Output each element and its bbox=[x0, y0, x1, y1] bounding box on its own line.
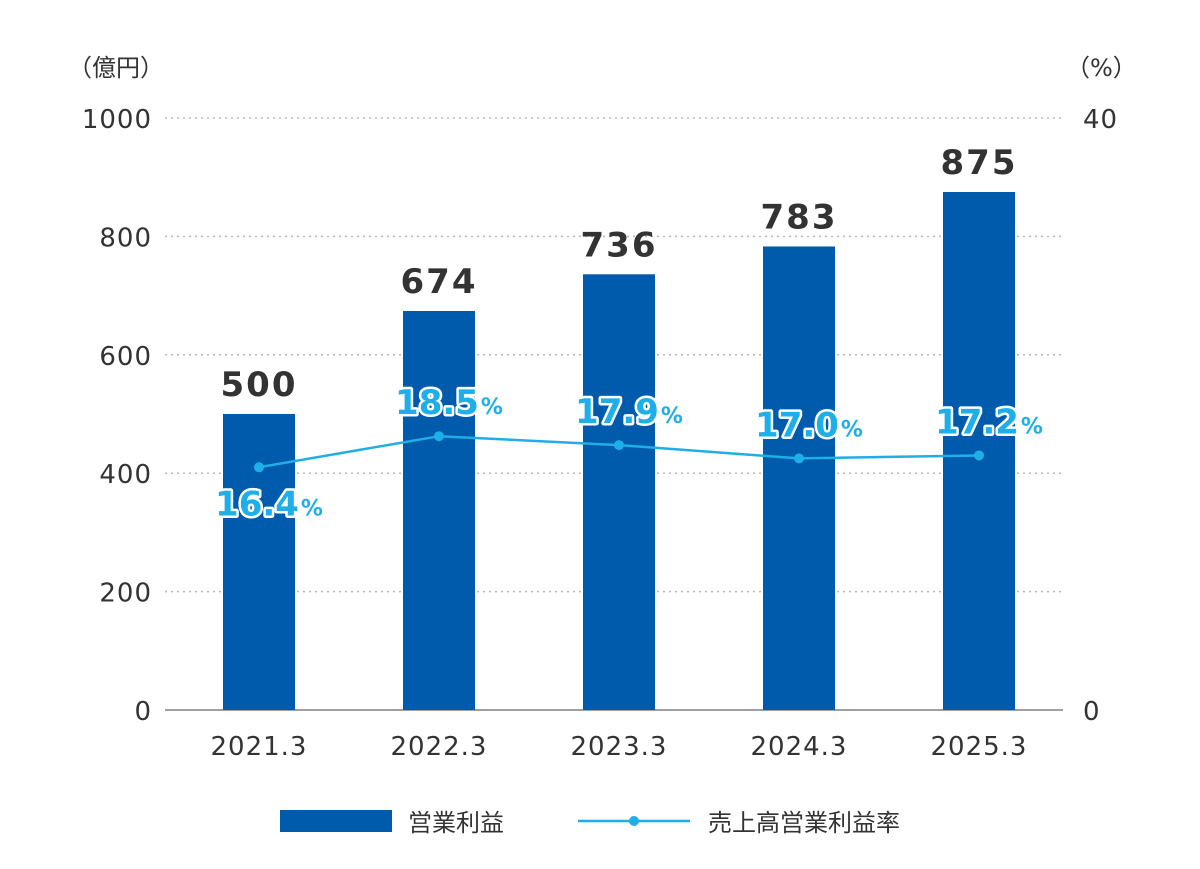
y-right-unit: （%） bbox=[1066, 54, 1137, 82]
legend: 営業利益 売上高営業利益率 bbox=[280, 809, 900, 837]
rate-value-suffix: % bbox=[841, 417, 863, 442]
rate-line bbox=[254, 431, 984, 473]
rate-value-label: 18.5% bbox=[395, 383, 503, 423]
y-left-tick-label: 200 bbox=[99, 579, 152, 609]
x-tick-label: 2025.3 bbox=[931, 732, 1028, 762]
rate-value-number: 17.0 bbox=[755, 405, 839, 445]
axes: （億円） （%） 0 200 400 600 800 1000 0 40 2021.3 2022.3 2… bbox=[68, 54, 1137, 762]
x-tick-label: 2022.3 bbox=[391, 732, 488, 762]
legend-line-label: 売上高営業利益率 bbox=[708, 809, 900, 837]
bar-2022.3 bbox=[403, 310, 475, 710]
bar-value-labels: 500 674 736 783 875 bbox=[221, 143, 1018, 405]
bar-value-label: 875 bbox=[941, 143, 1018, 183]
rate-value-suffix: % bbox=[661, 404, 683, 429]
bar-value-label: 500 bbox=[221, 365, 298, 405]
rate-point bbox=[614, 440, 624, 451]
rate-value-number: 18.5 bbox=[395, 383, 479, 423]
rate-value-number: 16.4 bbox=[215, 484, 299, 524]
bars bbox=[223, 192, 1015, 711]
rate-value-suffix: % bbox=[1021, 414, 1043, 439]
y-right-tick-label: 40 bbox=[1083, 105, 1118, 135]
y-left-unit: （億円） bbox=[68, 54, 164, 82]
bar-2021.3 bbox=[223, 414, 295, 710]
bar-value-label: 736 bbox=[581, 225, 658, 265]
rate-value-label: 16.4% bbox=[215, 484, 323, 524]
rate-point bbox=[974, 450, 984, 461]
rate-value-number: 17.9 bbox=[575, 392, 659, 432]
bar-value-label: 783 bbox=[761, 197, 838, 237]
rate-value-label: 17.2% bbox=[935, 402, 1043, 442]
legend-bar-label: 営業利益 bbox=[408, 809, 504, 837]
rate-value-label: 17.9% bbox=[575, 392, 683, 432]
y-left-tick-label: 0 bbox=[134, 697, 152, 727]
rate-value-label: 17.0% bbox=[755, 405, 863, 445]
rate-point bbox=[254, 462, 264, 473]
rate-point bbox=[794, 453, 804, 464]
x-tick-label: 2024.3 bbox=[751, 732, 848, 762]
rate-value-suffix: % bbox=[481, 395, 503, 420]
rate-point bbox=[434, 431, 444, 442]
legend-bar-swatch bbox=[280, 810, 392, 832]
y-left-tick-label: 1000 bbox=[82, 105, 152, 135]
y-left-tick-label: 400 bbox=[99, 460, 152, 490]
rate-value-labels: 16.4%18.5% 17.9% 17.0% 17.2% bbox=[213, 381, 1046, 527]
rate-value-suffix: % bbox=[301, 496, 323, 521]
x-tick-label: 2021.3 bbox=[211, 732, 308, 762]
rate-value-number: 17.2 bbox=[935, 402, 1019, 442]
y-left-tick-label: 800 bbox=[99, 223, 152, 253]
y-right-tick-label: 0 bbox=[1083, 697, 1101, 727]
bar-value-label: 674 bbox=[401, 262, 478, 302]
bar-2023.3 bbox=[583, 274, 655, 710]
bar-2024.3 bbox=[763, 246, 835, 711]
legend-line-marker bbox=[629, 816, 639, 826]
y-left-tick-label: 600 bbox=[99, 342, 152, 372]
x-tick-label: 2023.3 bbox=[571, 732, 668, 762]
